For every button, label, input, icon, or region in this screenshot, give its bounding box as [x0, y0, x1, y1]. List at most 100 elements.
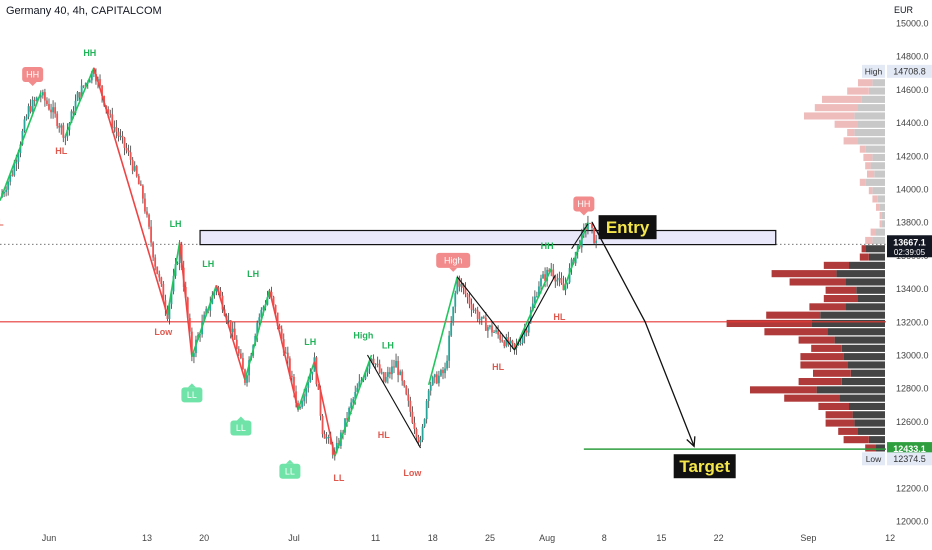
candle-up: [231, 328, 234, 333]
target-label: Target: [679, 457, 730, 476]
vp-bar-sell: [771, 270, 837, 278]
candle-up: [505, 337, 508, 347]
candle-up: [335, 442, 338, 452]
vp-bar-sell: [847, 87, 869, 95]
pivot-label: HH: [541, 241, 554, 251]
hl-value-bg: [887, 452, 932, 466]
vp-bar-sell: [750, 386, 817, 394]
entry-label: Entry: [606, 218, 650, 237]
candle-down: [131, 159, 134, 171]
candle-up: [284, 352, 287, 354]
candle-up: [354, 391, 357, 400]
candle-up: [478, 318, 481, 320]
candle-up: [472, 309, 475, 311]
vp-bar-buy: [858, 295, 885, 303]
y-tick-label: 12200.0: [896, 483, 929, 493]
vp-bar-sell: [814, 104, 858, 112]
candle-up: [266, 297, 269, 305]
candle-down: [295, 391, 297, 404]
candle-up: [452, 306, 455, 324]
candle-up: [454, 293, 457, 307]
swing-line-down: [178, 242, 193, 357]
candle-down: [482, 316, 485, 318]
x-tick-label: Jul: [288, 533, 300, 543]
pivot-label: Low: [154, 327, 173, 337]
candle-up: [311, 371, 314, 375]
pivot-badge-bg: [279, 463, 301, 479]
pivot-badge-text: LL: [236, 423, 246, 433]
candle-down: [162, 283, 165, 301]
candle-down: [158, 273, 161, 278]
candle-down: [276, 312, 279, 326]
candle-up: [325, 437, 328, 439]
candle-down: [111, 114, 114, 128]
low-prefix: Low: [866, 454, 882, 464]
x-tick-label: 11: [371, 533, 380, 543]
candle-down: [237, 348, 240, 354]
vp-bar-buy: [868, 253, 885, 261]
candle-down: [152, 242, 155, 258]
candle-down: [499, 334, 502, 341]
candle-down: [188, 318, 191, 332]
trend-line: [366, 354, 422, 449]
candle-up: [246, 375, 248, 383]
candle-up: [176, 262, 179, 265]
candle-down: [393, 366, 395, 368]
candle-down: [376, 363, 379, 365]
vp-bar-buy: [881, 212, 885, 220]
candle-down: [282, 339, 285, 353]
candle-up: [17, 153, 20, 162]
vp-bar-sell: [764, 328, 828, 336]
candle-down: [121, 135, 124, 138]
candle-up: [262, 307, 265, 310]
vp-bar-buy: [849, 261, 885, 269]
pivot-label: LL: [333, 473, 344, 483]
y-tick-label: 13400.0: [896, 284, 929, 294]
x-tick-label: 18: [428, 533, 438, 543]
vp-bar-buy: [868, 436, 885, 444]
candle-down: [293, 376, 295, 392]
pivot-label: LH: [247, 269, 259, 279]
candle-down: [286, 352, 289, 359]
candle-down: [435, 374, 438, 384]
pivot-badge: LL: [279, 459, 301, 479]
time-axis[interactable]: Jun 13 20 Jul 11 18 25 Aug 8 15 22 Sep 12: [42, 533, 895, 543]
swing-line-up: [166, 241, 181, 316]
candle-up: [258, 317, 261, 323]
vp-bar-buy: [865, 145, 885, 153]
candle-up: [487, 327, 489, 331]
candle-down: [272, 296, 275, 306]
vp-bar-sell: [843, 436, 869, 444]
pivot-badge-pointer: [236, 416, 245, 421]
candle-down: [491, 325, 493, 333]
vp-bar-buy: [865, 178, 885, 186]
y-tick-label: 14000.0: [896, 185, 929, 195]
y-tick-label: 13200.0: [896, 317, 929, 327]
candle-up: [425, 401, 428, 420]
vp-bar-buy: [870, 162, 885, 170]
trend-line: [571, 223, 589, 250]
candle-down: [186, 297, 189, 319]
pivot-badge-text: LL: [187, 390, 197, 400]
candle-down: [244, 369, 246, 383]
vp-bar-sell: [800, 353, 844, 361]
candle-up: [74, 100, 77, 114]
candle-up: [460, 283, 463, 287]
candle-down: [405, 386, 408, 395]
candle-down: [382, 372, 385, 382]
candle-down: [401, 371, 404, 381]
swing-line-up: [562, 221, 589, 291]
candle-down: [560, 278, 563, 284]
currency-label: EUR: [894, 5, 914, 15]
vp-bar-sell: [865, 162, 871, 170]
candle-up: [566, 282, 569, 285]
candle-up: [70, 111, 73, 123]
pivot-label: LH: [382, 340, 394, 350]
candle-down: [297, 403, 299, 408]
vp-bar-buy: [854, 419, 885, 427]
vp-bar-sell: [872, 195, 878, 203]
candle-up: [450, 323, 453, 336]
candle-down: [389, 372, 391, 375]
candle-up: [527, 322, 530, 333]
